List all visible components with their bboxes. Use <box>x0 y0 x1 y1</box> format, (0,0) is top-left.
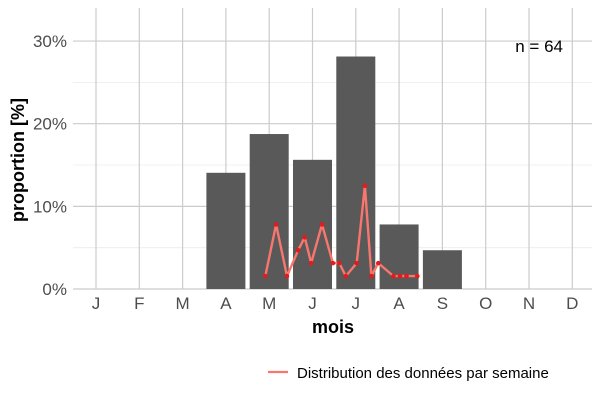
weekly-point <box>273 222 279 227</box>
x-tick-label: A <box>393 294 405 313</box>
x-tick-label: O <box>479 294 492 313</box>
weekly-point <box>354 260 359 266</box>
x-tick-label: J <box>92 294 101 313</box>
x-tick-label: M <box>262 294 276 313</box>
y-tick-label: 0% <box>42 280 67 299</box>
weekly-point <box>343 273 349 279</box>
weekly-point <box>362 183 368 188</box>
bar-6 <box>293 159 332 289</box>
bar-4 <box>206 172 246 289</box>
weekly-point <box>337 260 342 266</box>
y-tick-label: 10% <box>33 197 67 216</box>
x-tick-label: F <box>134 294 144 313</box>
bar-9 <box>422 250 462 289</box>
weekly-point <box>284 273 290 279</box>
weekly-point <box>308 260 314 266</box>
x-tick-label: J <box>352 294 361 313</box>
annotation-n: n = 64 <box>515 37 563 56</box>
grid <box>73 8 592 290</box>
legend: Distribution des données par semaine <box>268 365 549 382</box>
legend-label: Distribution des données par semaine <box>297 365 549 382</box>
x-axis-title: mois <box>312 317 354 337</box>
weekly-point <box>319 222 325 227</box>
bars <box>206 56 462 289</box>
weekly-point <box>369 273 374 279</box>
weekly-point <box>295 247 301 253</box>
y-axis-title: proportion [%] <box>8 98 28 222</box>
weekly-point <box>263 273 268 279</box>
bar-5 <box>249 134 289 289</box>
bar-8 <box>379 224 419 289</box>
weekly-point <box>330 260 336 266</box>
x-tick-label: J <box>308 294 317 313</box>
weekly-point <box>414 273 420 279</box>
x-tick-label: D <box>566 294 578 313</box>
y-tick-label: 30% <box>33 32 67 51</box>
y-tick-label: 20% <box>33 115 67 134</box>
weekly-point <box>376 260 381 266</box>
weekly-series <box>263 183 420 279</box>
x-tick-label: S <box>437 294 448 313</box>
x-tick-label: N <box>523 294 535 313</box>
y-tick-labels: 0% 10% 20% 30% <box>33 32 67 299</box>
x-tick-label: M <box>176 294 190 313</box>
weekly-point <box>391 273 396 279</box>
weekly-point <box>302 235 308 240</box>
weekly-point <box>397 273 403 279</box>
weekly-point <box>404 273 409 279</box>
x-tick-label: A <box>220 294 232 313</box>
